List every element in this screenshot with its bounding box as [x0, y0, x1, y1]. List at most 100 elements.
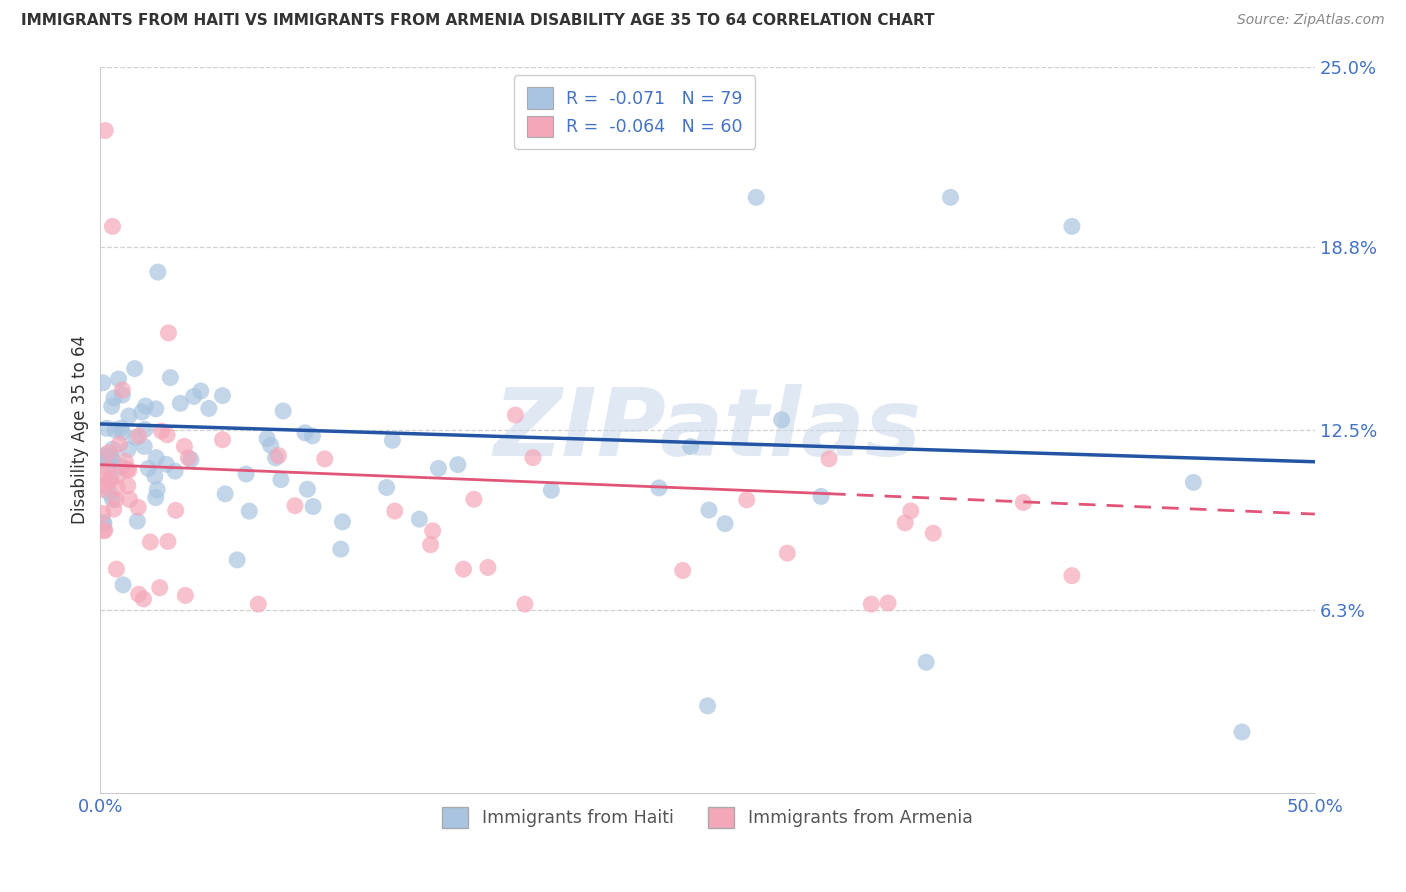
Point: [134, 440, 156, 454]
Point: [93, 516, 115, 531]
Point: [110, 421, 132, 435]
Point: [302, 500, 325, 514]
Point: [131, 405, 153, 419]
Point: [165, 464, 187, 478]
Point: [156, 534, 179, 549]
Point: [97, 461, 120, 475]
Point: [107, 469, 129, 483]
Point: [128, 587, 150, 601]
Point: [894, 516, 917, 530]
Point: [98, 474, 121, 488]
Point: [169, 396, 191, 410]
Point: [540, 483, 562, 498]
Point: [198, 401, 221, 416]
Point: [463, 492, 485, 507]
Point: [94, 523, 117, 537]
Point: [100, 471, 122, 485]
Point: [145, 450, 167, 465]
Point: [150, 424, 173, 438]
Point: [93, 524, 115, 538]
Point: [214, 487, 236, 501]
Point: [211, 433, 233, 447]
Point: [118, 463, 141, 477]
Point: [103, 502, 125, 516]
Point: [696, 698, 718, 713]
Point: [100, 399, 122, 413]
Point: [173, 439, 195, 453]
Point: [256, 432, 278, 446]
Point: [1060, 568, 1083, 582]
Point: [91, 507, 114, 521]
Point: [260, 438, 283, 452]
Point: [157, 326, 180, 340]
Point: [422, 524, 444, 538]
Point: [145, 401, 167, 416]
Point: [174, 589, 197, 603]
Point: [477, 560, 499, 574]
Point: [301, 429, 323, 443]
Point: [877, 596, 900, 610]
Point: [332, 515, 354, 529]
Point: [297, 482, 319, 496]
Point: [91, 467, 114, 481]
Point: [1012, 495, 1035, 509]
Point: [1230, 725, 1253, 739]
Point: [810, 490, 832, 504]
Point: [226, 553, 249, 567]
Point: [679, 440, 702, 454]
Point: [143, 469, 166, 483]
Point: [270, 473, 292, 487]
Point: [118, 409, 141, 423]
Point: [124, 361, 146, 376]
Point: [159, 370, 181, 384]
Point: [110, 459, 132, 474]
Point: [1182, 475, 1205, 490]
Point: [770, 413, 793, 427]
Point: [860, 597, 883, 611]
Point: [238, 504, 260, 518]
Point: [146, 265, 169, 279]
Point: [108, 437, 131, 451]
Point: [408, 512, 430, 526]
Point: [156, 427, 179, 442]
Point: [284, 499, 307, 513]
Point: [101, 442, 124, 457]
Point: [149, 581, 172, 595]
Point: [247, 597, 270, 611]
Point: [139, 535, 162, 549]
Point: [146, 483, 169, 497]
Point: [745, 190, 768, 204]
Point: [522, 450, 544, 465]
Point: [453, 562, 475, 576]
Point: [128, 429, 150, 443]
Point: [648, 481, 671, 495]
Point: [235, 467, 257, 481]
Y-axis label: Disability Age 35 to 64: Disability Age 35 to 64: [72, 335, 89, 524]
Point: [91, 376, 114, 390]
Point: [107, 372, 129, 386]
Point: [190, 384, 212, 398]
Point: [264, 450, 287, 465]
Point: [100, 449, 122, 463]
Point: [939, 190, 962, 204]
Point: [96, 421, 118, 435]
Point: [735, 492, 758, 507]
Point: [513, 597, 536, 611]
Point: [427, 461, 450, 475]
Point: [101, 219, 124, 234]
Point: [697, 503, 720, 517]
Point: [115, 462, 138, 476]
Point: [447, 458, 470, 472]
Point: [294, 425, 316, 440]
Point: [138, 461, 160, 475]
Point: [104, 492, 127, 507]
Point: [714, 516, 737, 531]
Point: [101, 492, 124, 507]
Text: Source: ZipAtlas.com: Source: ZipAtlas.com: [1237, 13, 1385, 28]
Point: [91, 483, 114, 497]
Point: [419, 538, 441, 552]
Point: [127, 514, 149, 528]
Point: [103, 391, 125, 405]
Point: [381, 434, 404, 448]
Point: [922, 526, 945, 541]
